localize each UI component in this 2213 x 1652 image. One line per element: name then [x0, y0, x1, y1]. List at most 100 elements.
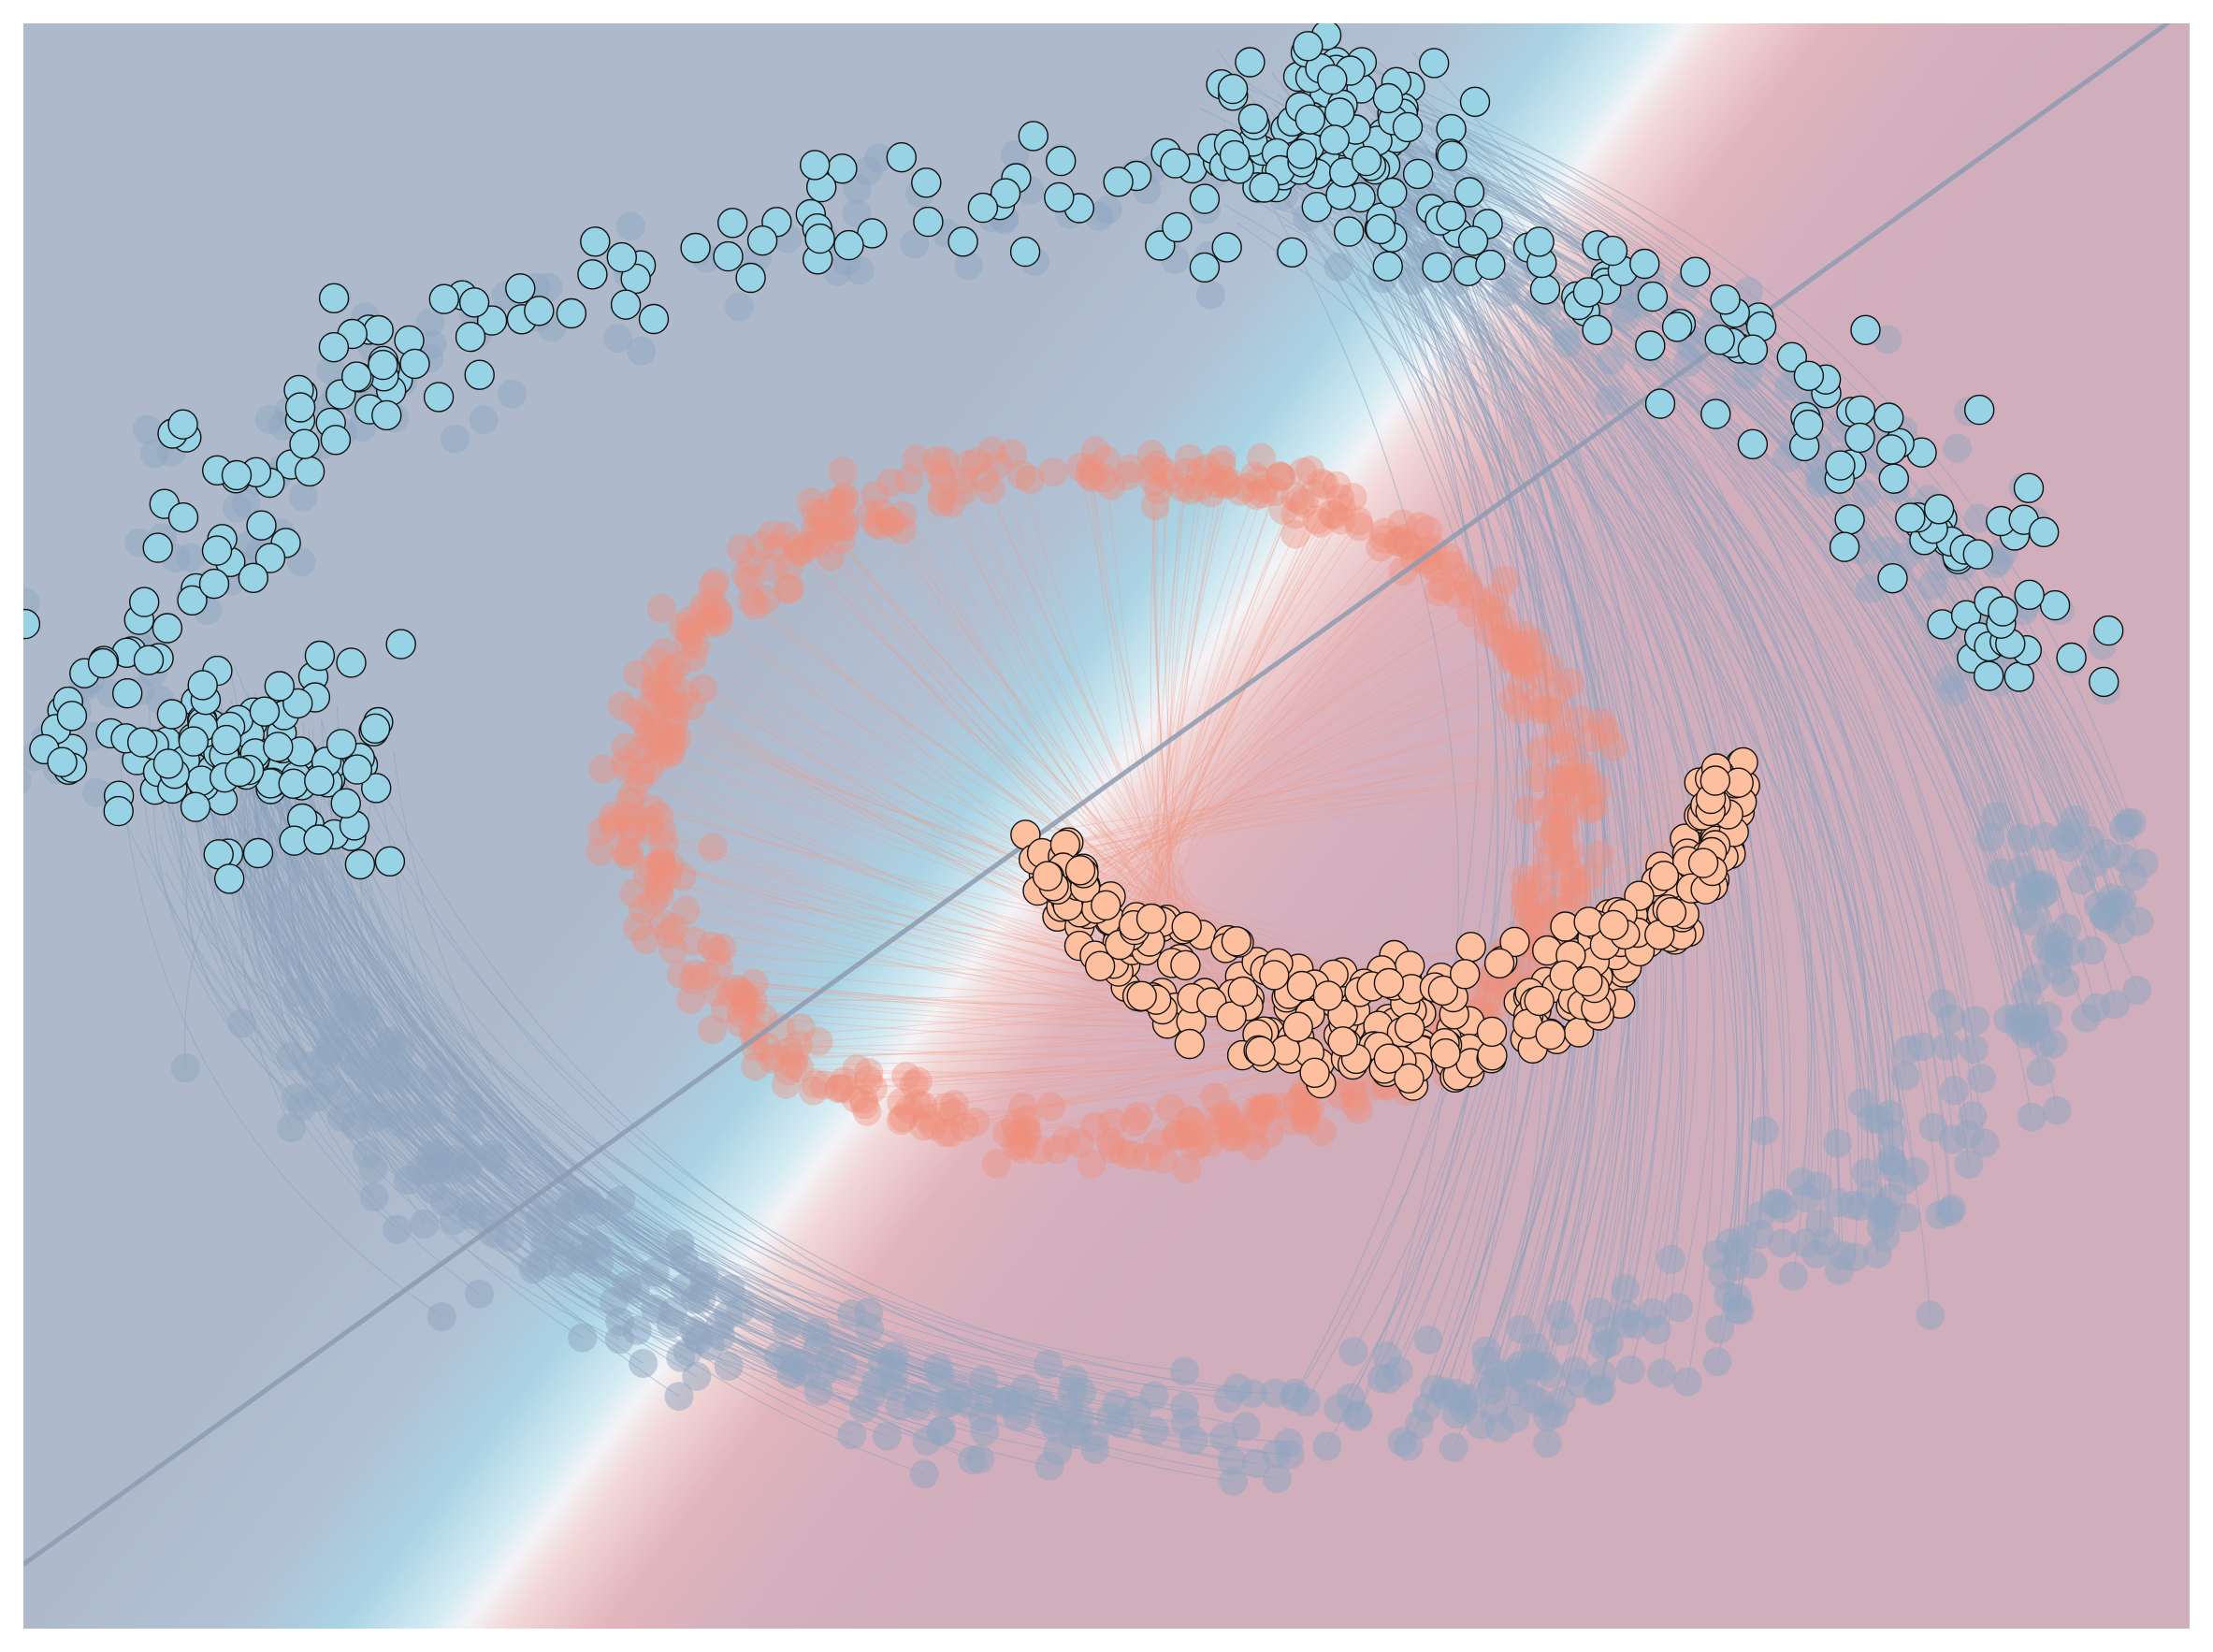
transformed-point-orange: [1700, 765, 1731, 796]
original-point: [664, 1382, 694, 1412]
original-point: [1428, 572, 1458, 601]
original-point: [879, 1340, 909, 1370]
original-point: [1491, 277, 1521, 307]
original-point: [1123, 1101, 1153, 1131]
original-point: [1176, 475, 1206, 505]
original-point: [1096, 471, 1126, 500]
original-point: [796, 487, 826, 516]
original-point: [662, 692, 692, 722]
original-point: [1702, 1347, 1732, 1377]
original-point: [687, 1283, 716, 1313]
original-point: [830, 512, 860, 542]
original-point: [654, 919, 684, 949]
transformed-point-blue: [1963, 394, 1995, 426]
original-point: [1526, 659, 1556, 689]
transformed-point-blue: [156, 699, 188, 730]
trajectory-line: [1352, 190, 2092, 951]
original-point: [1320, 500, 1349, 529]
transformed-point-orange: [1216, 1001, 1247, 1032]
original-point: [698, 833, 728, 862]
original-point: [654, 739, 684, 769]
original-point: [1587, 708, 1617, 738]
original-point: [1006, 1134, 1036, 1164]
original-point: [1543, 763, 1573, 793]
original-point: [1300, 479, 1330, 509]
original-point: [611, 837, 640, 867]
original-point: [412, 1099, 442, 1128]
original-point: [1394, 531, 1424, 561]
original-point: [932, 1093, 962, 1123]
original-point: [1250, 473, 1280, 503]
trajectory-line: [1277, 94, 1743, 1253]
original-point: [617, 804, 647, 833]
original-point: [724, 292, 754, 322]
original-point: [1179, 1132, 1209, 1162]
original-point: [1533, 695, 1563, 725]
original-point: [615, 787, 644, 816]
transformed-point-orange: [1373, 1043, 1405, 1074]
original-point: [1075, 460, 1105, 490]
trajectory-line: [613, 815, 1446, 1054]
original-point: [525, 1205, 555, 1235]
original-point: [1306, 508, 1336, 538]
transformed-point-blue: [580, 226, 611, 257]
transformed-point-blue: [320, 425, 352, 456]
transformed-point-blue: [1219, 139, 1251, 171]
original-point: [1398, 266, 1427, 296]
trajectory-line: [1259, 171, 1631, 1390]
original-point: [690, 961, 720, 991]
original-point: [326, 1102, 356, 1132]
original-point: [1477, 1375, 1507, 1404]
transformed-point-blue: [359, 713, 391, 744]
original-point: [1174, 443, 1204, 473]
transformed-point-orange: [1499, 926, 1530, 958]
trajectory-line: [1162, 479, 1225, 922]
original-point: [599, 1287, 629, 1316]
original-point: [1213, 1104, 1243, 1134]
original-point: [334, 992, 364, 1022]
trajectory-line: [1346, 123, 2022, 871]
original-point: [358, 1153, 388, 1183]
original-point: [651, 691, 681, 721]
trajectory-line: [817, 531, 1292, 1051]
original-point: [1550, 813, 1580, 843]
original-point: [803, 1026, 833, 1056]
trajectory-line: [1316, 164, 1645, 1375]
original-point: [1342, 1402, 1372, 1431]
original-point: [1290, 1098, 1320, 1128]
original-point: [1369, 517, 1399, 547]
original-point: [1291, 1387, 1321, 1417]
original-point: [1511, 630, 1540, 659]
original-point: [360, 1103, 390, 1133]
original-point: [659, 913, 689, 943]
transformed-point-blue: [1286, 138, 1317, 169]
transformed-point-blue: [804, 223, 835, 254]
original-point: [787, 1013, 816, 1043]
transformed-point-blue: [1351, 145, 1382, 177]
transformed-point-blue: [330, 788, 361, 819]
transformed-point-blue: [1211, 232, 1242, 263]
original-point: [740, 1032, 770, 1062]
trajectory-line: [1129, 519, 1341, 934]
original-point: [662, 722, 692, 752]
trajectory-line: [1352, 138, 1535, 1352]
original-point: [1550, 318, 1580, 348]
original-point: [702, 937, 731, 967]
transformed-point-orange: [1572, 965, 1603, 997]
original-point: [453, 1089, 483, 1119]
transformed-point-blue: [1825, 450, 1856, 481]
transformed-point-blue: [990, 178, 1021, 209]
original-point: [673, 628, 703, 658]
original-point: [1215, 468, 1245, 498]
trajectory-line: [1082, 709, 1542, 870]
original-point: [923, 1353, 953, 1382]
transformed-point-blue: [1459, 86, 1491, 118]
transformed-point-blue: [911, 167, 942, 198]
trajectory-line: [671, 670, 1374, 1047]
original-point: [1672, 1367, 1702, 1397]
original-point: [419, 1066, 449, 1096]
original-point: [658, 678, 687, 708]
original-point: [1079, 1111, 1109, 1141]
original-point: [1510, 881, 1540, 911]
transformed-point-blue: [1873, 402, 1904, 433]
